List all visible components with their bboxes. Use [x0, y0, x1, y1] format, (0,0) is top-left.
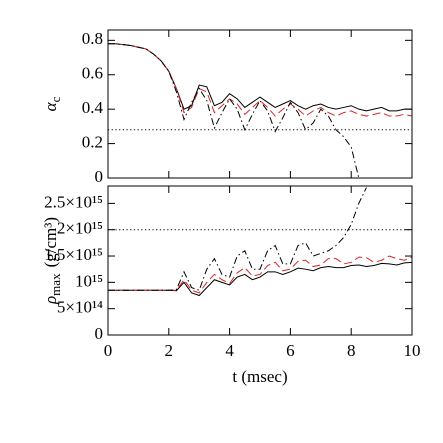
y-tick-label: 1.5×10¹⁵ — [44, 245, 103, 264]
x-axis-label: t (msec) — [232, 367, 287, 386]
y-tick-label: 0 — [95, 324, 104, 343]
y-label-unit: (g/cm³) — [41, 217, 60, 267]
x-tick-label: 4 — [225, 341, 234, 360]
y-tick-label: 2×10¹⁵ — [57, 219, 103, 238]
y-tick-label: 10¹⁵ — [75, 271, 103, 290]
x-tick-label: 10 — [404, 341, 421, 360]
y-tick-label: 0.4 — [82, 98, 104, 117]
x-tick-label: 8 — [347, 341, 356, 360]
y-axis-label: αc — [41, 96, 63, 111]
y-label-subscript: max — [48, 273, 63, 296]
y-tick-label: 0.6 — [82, 64, 103, 83]
x-tick-label: 0 — [104, 341, 113, 360]
y-tick-label: 0.8 — [82, 29, 103, 48]
y-label-symbol: ρ — [41, 296, 60, 305]
series-line — [108, 187, 367, 291]
y-tick-label: 0.2 — [82, 132, 103, 151]
plot-frame — [107, 29, 413, 179]
y-label-subscript: c — [48, 96, 63, 102]
y-tick-label: 0 — [95, 167, 104, 186]
y-axis-label: ρmax (g/cm³) — [41, 217, 63, 305]
series-line — [108, 255, 412, 294]
y-tick-label: 5×10¹⁴ — [57, 298, 103, 317]
plot-frame — [107, 185, 413, 336]
y-tick-label: 2.5×10¹⁵ — [44, 192, 103, 211]
series-line — [108, 43, 360, 178]
y-label-symbol: α — [41, 101, 60, 111]
x-tick-label: 2 — [165, 341, 174, 360]
x-tick-label: 6 — [286, 341, 295, 360]
